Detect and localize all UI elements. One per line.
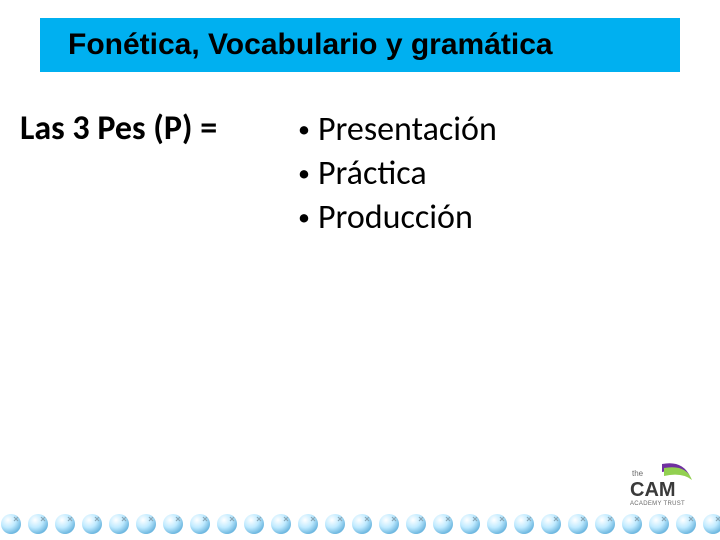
bullet-label: Presentación	[318, 108, 497, 152]
logo: the CAM ACADEMY TRUST	[622, 462, 702, 508]
title-box: Fonética, Vocabulario y gramática	[40, 18, 680, 72]
footer-orb-icon	[81, 513, 103, 535]
footer-orb-icon	[675, 513, 697, 535]
logo-sub-text: ACADEMY TRUST	[630, 501, 685, 507]
footer-orb-icon	[567, 513, 589, 535]
bullet-list: • Presentación • Práctica • Producción	[298, 108, 497, 241]
footer-orb-icon	[162, 513, 184, 535]
footer-orb-icon	[405, 513, 427, 535]
footer-orb-icon	[108, 513, 130, 535]
bullet-label: Práctica	[318, 152, 427, 196]
bullet-item: • Presentación	[298, 108, 497, 152]
footer-orb-icon	[621, 513, 643, 535]
bullet-label: Producción	[318, 196, 473, 240]
bullet-dot-icon: •	[298, 118, 310, 142]
footer-orb-icon	[486, 513, 508, 535]
bullet-item: • Producción	[298, 196, 497, 240]
footer-orb-icon	[351, 513, 373, 535]
footer-orb-icon	[243, 513, 265, 535]
footer-orb-icon	[297, 513, 319, 535]
subheading: Las 3 Pes (P) =	[20, 108, 217, 149]
bullet-dot-icon: •	[298, 162, 310, 186]
footer-orb-icon	[378, 513, 400, 535]
bullet-item: • Práctica	[298, 152, 497, 196]
footer-orb-icon	[594, 513, 616, 535]
footer-orb-icon	[432, 513, 454, 535]
footer-orb-icon	[324, 513, 346, 535]
footer-orb-icon	[702, 513, 720, 535]
footer-orb-icon	[54, 513, 76, 535]
logo-main-text: CAM	[630, 479, 676, 501]
footer-orb-icon	[27, 513, 49, 535]
logo-top-line: the	[632, 469, 644, 478]
footer-orb-icon	[216, 513, 238, 535]
footer-orb-icon	[270, 513, 292, 535]
footer-orb-icon	[189, 513, 211, 535]
bullet-dot-icon: •	[298, 206, 310, 230]
footer-orb-icon	[513, 513, 535, 535]
footer-orb-icon	[135, 513, 157, 535]
footer-orb-icon	[648, 513, 670, 535]
title-text: Fonética, Vocabulario y gramática	[68, 28, 553, 62]
footer-orb-icon	[540, 513, 562, 535]
footer-strip	[0, 508, 720, 540]
footer-orb-icon	[0, 513, 22, 535]
footer-orb-icon	[459, 513, 481, 535]
